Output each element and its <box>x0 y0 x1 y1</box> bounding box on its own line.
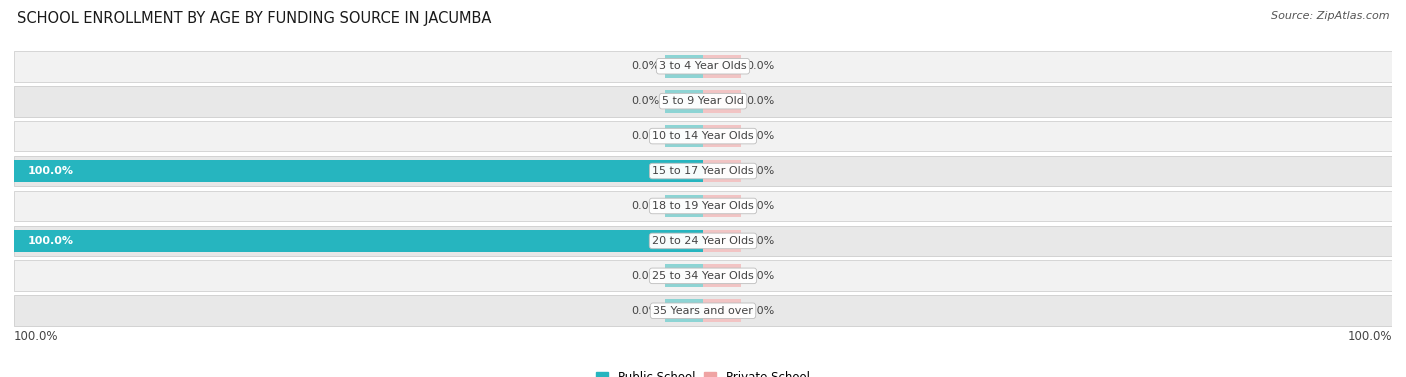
Text: 0.0%: 0.0% <box>631 201 659 211</box>
Text: 0.0%: 0.0% <box>747 61 775 71</box>
Bar <box>665 265 703 287</box>
Bar <box>703 195 741 217</box>
Bar <box>665 299 703 322</box>
Bar <box>665 90 703 112</box>
Bar <box>14 296 1392 326</box>
Bar <box>665 125 703 147</box>
Text: 0.0%: 0.0% <box>747 96 775 106</box>
Text: 0.0%: 0.0% <box>631 61 659 71</box>
Bar <box>14 160 703 182</box>
Bar <box>703 125 741 147</box>
Bar <box>14 51 1392 81</box>
Text: 0.0%: 0.0% <box>631 96 659 106</box>
Text: 18 to 19 Year Olds: 18 to 19 Year Olds <box>652 201 754 211</box>
Text: 0.0%: 0.0% <box>747 201 775 211</box>
Bar <box>665 195 703 217</box>
Bar <box>14 230 703 252</box>
Text: 10 to 14 Year Olds: 10 to 14 Year Olds <box>652 131 754 141</box>
Text: 100.0%: 100.0% <box>14 330 59 343</box>
Text: 0.0%: 0.0% <box>747 236 775 246</box>
Text: SCHOOL ENROLLMENT BY AGE BY FUNDING SOURCE IN JACUMBA: SCHOOL ENROLLMENT BY AGE BY FUNDING SOUR… <box>17 11 491 26</box>
Bar <box>14 225 1392 256</box>
Text: 0.0%: 0.0% <box>631 271 659 281</box>
Text: Source: ZipAtlas.com: Source: ZipAtlas.com <box>1271 11 1389 21</box>
Bar <box>14 86 1392 116</box>
Bar <box>703 160 741 182</box>
Bar <box>14 121 1392 152</box>
Text: 0.0%: 0.0% <box>747 166 775 176</box>
Text: 0.0%: 0.0% <box>747 271 775 281</box>
Bar <box>703 230 741 252</box>
Text: 0.0%: 0.0% <box>747 131 775 141</box>
Text: 100.0%: 100.0% <box>1347 330 1392 343</box>
Text: 25 to 34 Year Olds: 25 to 34 Year Olds <box>652 271 754 281</box>
Bar <box>14 156 1392 186</box>
Text: 15 to 17 Year Olds: 15 to 17 Year Olds <box>652 166 754 176</box>
Text: 5 to 9 Year Old: 5 to 9 Year Old <box>662 96 744 106</box>
Text: 0.0%: 0.0% <box>631 306 659 316</box>
Text: 100.0%: 100.0% <box>28 236 75 246</box>
Text: 0.0%: 0.0% <box>747 306 775 316</box>
Bar <box>703 299 741 322</box>
Text: 3 to 4 Year Olds: 3 to 4 Year Olds <box>659 61 747 71</box>
Legend: Public School, Private School: Public School, Private School <box>592 366 814 377</box>
Text: 35 Years and over: 35 Years and over <box>652 306 754 316</box>
Text: 100.0%: 100.0% <box>28 166 75 176</box>
Bar <box>703 90 741 112</box>
Bar <box>14 191 1392 221</box>
Bar <box>703 265 741 287</box>
Text: 20 to 24 Year Olds: 20 to 24 Year Olds <box>652 236 754 246</box>
Text: 0.0%: 0.0% <box>631 131 659 141</box>
Bar <box>703 55 741 78</box>
Bar <box>14 261 1392 291</box>
Bar <box>665 55 703 78</box>
